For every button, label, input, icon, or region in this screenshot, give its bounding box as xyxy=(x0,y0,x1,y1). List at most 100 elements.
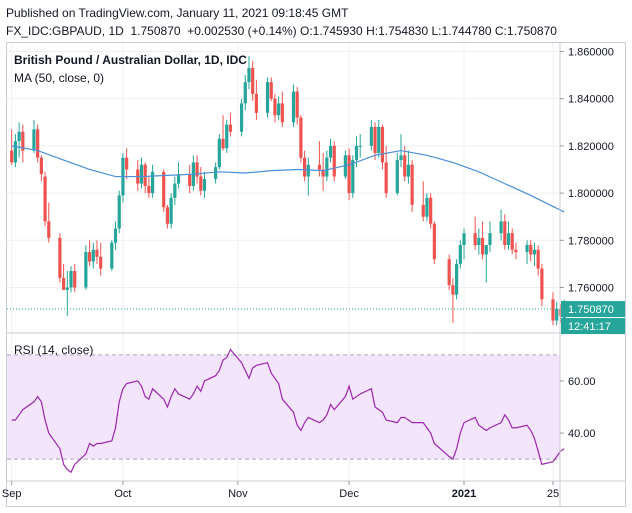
candle-body xyxy=(299,117,303,158)
ohlc-low: 1.744780 xyxy=(441,24,492,38)
candle-body xyxy=(295,91,299,118)
candle-body xyxy=(529,245,533,255)
time-tick-label: Dec xyxy=(339,488,359,500)
candle-body xyxy=(302,157,307,177)
candle-body xyxy=(91,249,95,262)
candle-body xyxy=(451,285,455,295)
candle-body xyxy=(188,174,192,186)
rsi-band xyxy=(7,354,560,460)
candle-body xyxy=(99,256,103,269)
candles xyxy=(10,56,566,326)
candle-body xyxy=(65,287,69,290)
candle-body xyxy=(488,233,492,246)
candle-body xyxy=(395,160,399,194)
candle-body xyxy=(165,207,170,224)
candle-body xyxy=(147,186,151,194)
candle-body xyxy=(325,157,329,177)
candle-body xyxy=(254,93,259,113)
chart-title: British Pound / Australian Dollar, 1D, I… xyxy=(14,53,247,67)
ohlc-low-key: L: xyxy=(431,24,442,38)
candle-body xyxy=(13,141,18,163)
price-tick-label: 1.840000 xyxy=(568,94,614,106)
candle-body xyxy=(265,82,270,113)
price-badge-text: 1.750870 xyxy=(568,304,614,316)
price-tick-label: 1.820000 xyxy=(568,141,614,153)
candle-body xyxy=(162,171,166,208)
candle-body xyxy=(499,221,503,234)
candle-body xyxy=(455,263,459,295)
candle-body xyxy=(369,126,373,146)
candle-body xyxy=(73,270,77,288)
candle-body xyxy=(251,67,255,94)
candle-body xyxy=(47,221,51,238)
candle-body xyxy=(143,164,147,186)
candle-body xyxy=(514,249,518,253)
candle-body xyxy=(373,126,377,153)
ohlc-open: 1.745930 xyxy=(312,24,363,38)
candle-body xyxy=(432,223,436,260)
candle-body xyxy=(551,299,555,321)
candle-body xyxy=(317,164,322,170)
ohlc-high: 1.754830 xyxy=(378,24,429,38)
candle-body xyxy=(332,145,336,177)
candle-body xyxy=(39,157,43,175)
candle-body xyxy=(291,91,296,123)
candle-body xyxy=(221,138,225,149)
countdown-badge-text: 12:41:17 xyxy=(568,321,611,333)
candle-body xyxy=(17,131,21,142)
price-axis-ticks: 1.860000 1.840000 1.820000 1.800000 1.780000… xyxy=(560,46,614,295)
time-axis-ticks: Sep Oct Nov Dec 2021 25 xyxy=(2,481,559,500)
symbol-quote-line: FX_IDC:GBPAUD, 1D 1.750870 +0.002530 (+0… xyxy=(6,24,557,38)
rsi-line xyxy=(11,348,565,474)
time-tick-label: Sep xyxy=(2,488,22,500)
candle-body xyxy=(447,259,451,286)
candle-body xyxy=(280,103,284,123)
price-badge xyxy=(561,301,625,318)
candle-body xyxy=(354,145,359,161)
candle-body xyxy=(555,308,559,321)
rsi-legend: RSI (14, close) xyxy=(14,343,93,357)
candle-body xyxy=(406,164,411,177)
candle-body xyxy=(225,124,229,149)
candle-body xyxy=(62,278,66,290)
time-tick-label: Oct xyxy=(114,488,131,500)
candle-body xyxy=(377,126,381,153)
candle-body xyxy=(306,164,310,177)
candle-body xyxy=(176,174,181,184)
candle-body xyxy=(458,245,462,264)
candle-body xyxy=(125,157,129,170)
candle-body xyxy=(269,82,273,99)
ohlc-high-key: H: xyxy=(366,24,379,38)
candle-body xyxy=(169,197,173,224)
ma-line xyxy=(11,145,565,213)
countdown-badge xyxy=(561,318,625,335)
ohlc-close-key: C: xyxy=(494,24,507,38)
candle-body xyxy=(328,145,333,158)
candle-body xyxy=(95,249,99,257)
price-tick-label: 1.780000 xyxy=(568,235,614,247)
candle-body xyxy=(421,204,425,217)
candle-body xyxy=(399,155,403,161)
candle-body xyxy=(36,129,40,158)
candle-body xyxy=(32,129,36,151)
candle-body xyxy=(380,126,385,163)
candle-body xyxy=(217,138,221,168)
price-change: +0.002530 (+0.14%) xyxy=(187,24,297,38)
candle-body xyxy=(540,268,544,300)
candle-body xyxy=(173,183,177,198)
candle-body xyxy=(462,233,466,246)
ma-legend: MA (50, close, 0) xyxy=(14,71,104,85)
candle-body xyxy=(536,249,540,269)
candle-body xyxy=(87,252,92,262)
candle-body xyxy=(358,145,362,147)
candle-body xyxy=(21,131,25,151)
rsi-axis-ticks: 60.00 40.00 xyxy=(560,376,596,440)
candle-body xyxy=(228,124,233,132)
candle-body xyxy=(384,162,388,194)
time-tick-label: 2021 xyxy=(452,488,476,500)
candle-body xyxy=(150,171,155,194)
candle-body xyxy=(239,103,244,132)
candle-body xyxy=(347,155,351,194)
candle-body xyxy=(110,242,114,269)
